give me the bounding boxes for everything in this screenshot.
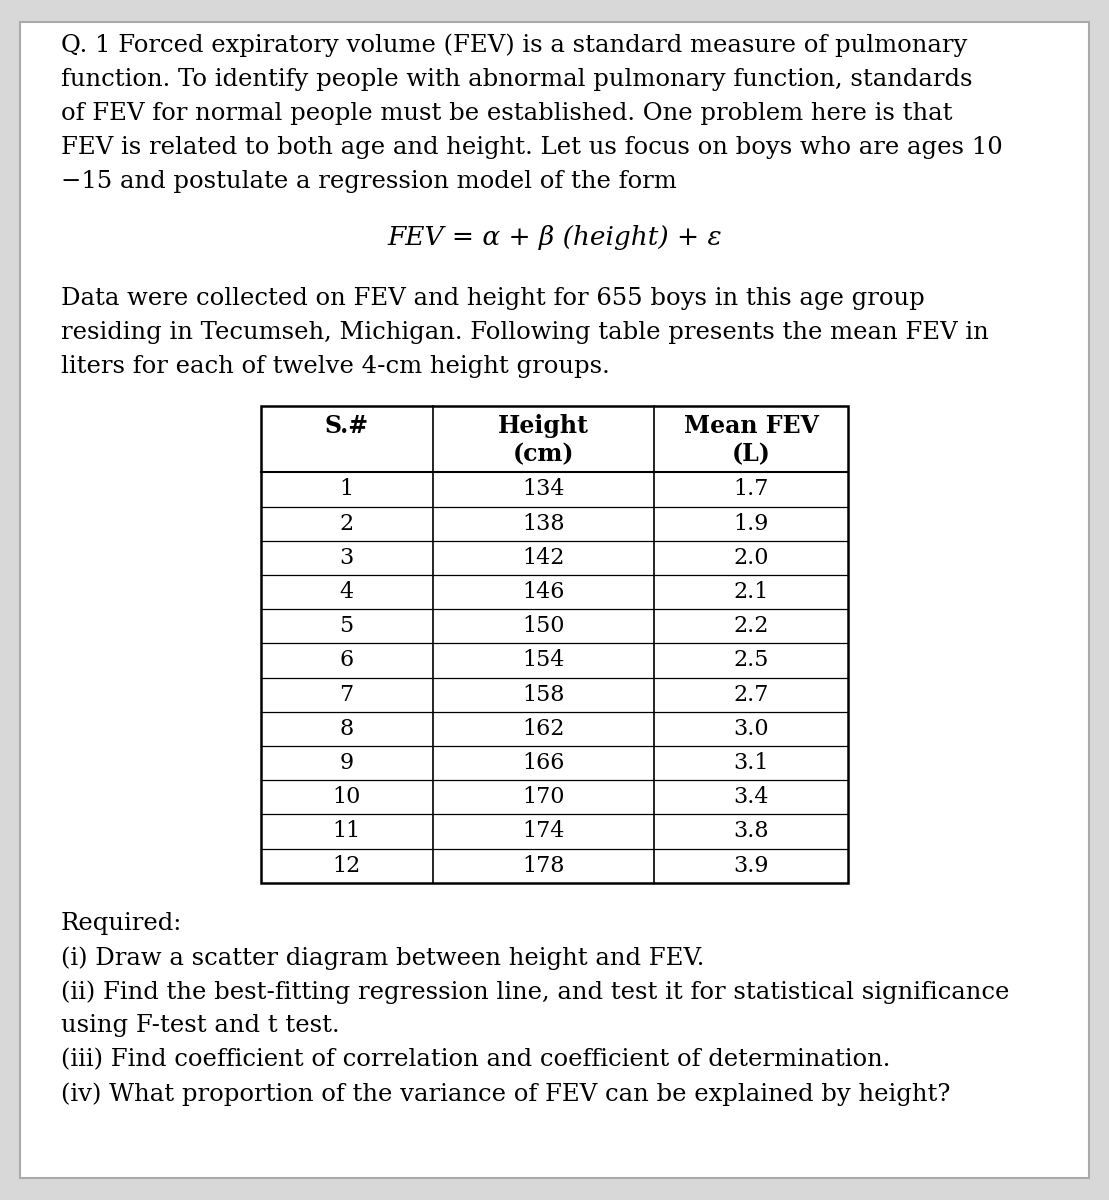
Text: (iv) What proportion of the variance of FEV can be explained by height?: (iv) What proportion of the variance of … xyxy=(61,1082,950,1106)
Text: 146: 146 xyxy=(522,581,564,604)
Text: 9: 9 xyxy=(339,752,354,774)
Text: 162: 162 xyxy=(522,718,564,740)
Text: 2.0: 2.0 xyxy=(733,547,770,569)
Bar xyxy=(261,407,848,883)
Text: 3.4: 3.4 xyxy=(733,786,770,809)
Text: 11: 11 xyxy=(333,821,360,842)
Text: Mean FEV: Mean FEV xyxy=(684,414,818,438)
Text: 3.0: 3.0 xyxy=(733,718,770,740)
Text: −15 and postulate a regression model of the form: −15 and postulate a regression model of … xyxy=(61,170,676,193)
Text: 4: 4 xyxy=(339,581,354,604)
Text: 3.1: 3.1 xyxy=(733,752,770,774)
Text: 150: 150 xyxy=(522,616,564,637)
Text: function. To identify people with abnormal pulmonary function, standards: function. To identify people with abnorm… xyxy=(61,67,973,91)
Text: 3.9: 3.9 xyxy=(733,854,770,877)
Text: 1.7: 1.7 xyxy=(734,479,769,500)
Text: 166: 166 xyxy=(522,752,564,774)
Text: 1.9: 1.9 xyxy=(734,512,769,535)
Text: S.#: S.# xyxy=(325,414,368,438)
Text: 138: 138 xyxy=(522,512,564,535)
Text: (L): (L) xyxy=(732,443,771,467)
Text: 10: 10 xyxy=(333,786,360,809)
Text: 178: 178 xyxy=(522,854,564,877)
Text: 6: 6 xyxy=(339,649,354,672)
Text: 8: 8 xyxy=(339,718,354,740)
Text: FEV is related to both age and height. Let us focus on boys who are ages 10: FEV is related to both age and height. L… xyxy=(61,136,1003,160)
Text: 158: 158 xyxy=(522,684,564,706)
Text: 5: 5 xyxy=(339,616,354,637)
Text: (i) Draw a scatter diagram between height and FEV.: (i) Draw a scatter diagram between heigh… xyxy=(61,946,704,970)
Text: (ii) Find the best-fitting regression line, and test it for statistical signific: (ii) Find the best-fitting regression li… xyxy=(61,980,1009,1003)
Text: 1: 1 xyxy=(339,479,354,500)
Text: 2: 2 xyxy=(339,512,354,535)
Text: (iii) Find coefficient of correlation and coefficient of determination.: (iii) Find coefficient of correlation an… xyxy=(61,1049,891,1072)
Text: 3.8: 3.8 xyxy=(733,821,770,842)
Text: liters for each of twelve 4-cm height groups.: liters for each of twelve 4-cm height gr… xyxy=(61,355,610,378)
Text: residing in Tecumseh, Michigan. Following table presents the mean FEV in: residing in Tecumseh, Michigan. Followin… xyxy=(61,320,989,344)
Text: FEV = α + β (height) + ε: FEV = α + β (height) + ε xyxy=(387,226,722,250)
Text: 170: 170 xyxy=(522,786,564,809)
Text: 2.7: 2.7 xyxy=(734,684,769,706)
Text: Height: Height xyxy=(498,414,589,438)
Text: 2.2: 2.2 xyxy=(734,616,769,637)
Text: Required:: Required: xyxy=(61,912,182,935)
Text: 174: 174 xyxy=(522,821,564,842)
Text: Q. 1 Forced expiratory volume (FEV) is a standard measure of pulmonary: Q. 1 Forced expiratory volume (FEV) is a… xyxy=(61,34,967,58)
Text: 7: 7 xyxy=(339,684,354,706)
Text: 2.1: 2.1 xyxy=(734,581,769,604)
Text: of FEV for normal people must be established. One problem here is that: of FEV for normal people must be establi… xyxy=(61,102,953,125)
Text: 3: 3 xyxy=(339,547,354,569)
Text: 12: 12 xyxy=(333,854,360,877)
Text: Data were collected on FEV and height for 655 boys in this age group: Data were collected on FEV and height fo… xyxy=(61,287,925,310)
Text: 154: 154 xyxy=(522,649,564,672)
Text: (cm): (cm) xyxy=(512,443,574,467)
Text: 2.5: 2.5 xyxy=(734,649,769,672)
Text: using F-test and t test.: using F-test and t test. xyxy=(61,1014,339,1038)
Text: 134: 134 xyxy=(522,479,564,500)
Text: 142: 142 xyxy=(522,547,564,569)
